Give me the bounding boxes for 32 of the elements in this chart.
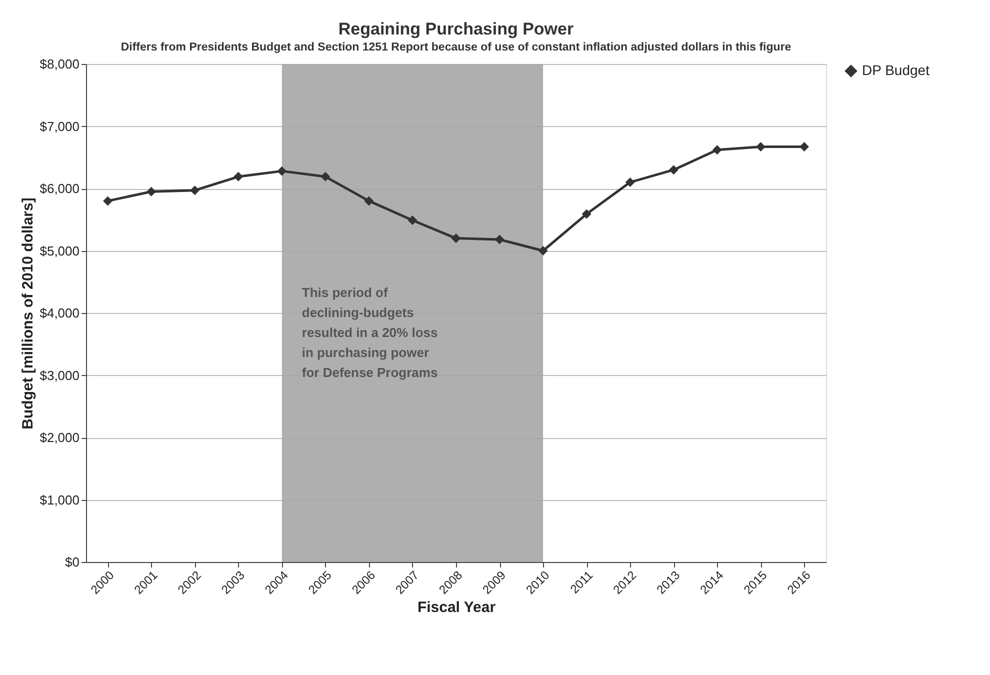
- point: [756, 142, 766, 152]
- legend-label: DP Budget: [862, 62, 930, 78]
- y-tick-label: $6,000: [40, 181, 80, 196]
- y-tick-label: $5,000: [40, 243, 80, 258]
- y-tick-label: $7,000: [40, 118, 80, 134]
- y-tick-label: $4,000: [40, 306, 80, 320]
- point: [538, 246, 548, 256]
- y-tick-label: $8,000: [40, 56, 80, 72]
- point: [799, 142, 809, 152]
- point: [582, 209, 592, 219]
- y-tick-label: $3,000: [40, 368, 80, 383]
- y-tick-label: $0: [65, 554, 80, 570]
- point: [103, 196, 113, 206]
- band-label: This period of declining-budgets resulted in a 20% loss in purchasing power for Defense Programs: [302, 285, 438, 380]
- y-axis-title: Budget [millions of 2010 dollars]: [20, 198, 37, 430]
- chart-subtitle: Differs from Presidents Budget and Section 1251 Report because of use of constant inflation adjusted dollars in this figure: [120, 42, 792, 54]
- point: [408, 216, 418, 225]
- point: [277, 166, 287, 176]
- point: [494, 234, 504, 244]
- point: [190, 186, 200, 196]
- x-axis-title: Fiscal Year: [417, 599, 496, 616]
- y-tick-label: $1,000: [40, 492, 80, 508]
- point: [712, 145, 722, 155]
- point: [234, 172, 244, 182]
- point: [451, 234, 461, 244]
- point: [625, 178, 635, 188]
- y-tick-label: $2,000: [40, 430, 80, 445]
- point: [668, 165, 678, 175]
- point: [364, 196, 374, 206]
- chart-title: Regaining Purchasing Power: [338, 20, 574, 38]
- point: [320, 172, 330, 182]
- point: [146, 186, 156, 196]
